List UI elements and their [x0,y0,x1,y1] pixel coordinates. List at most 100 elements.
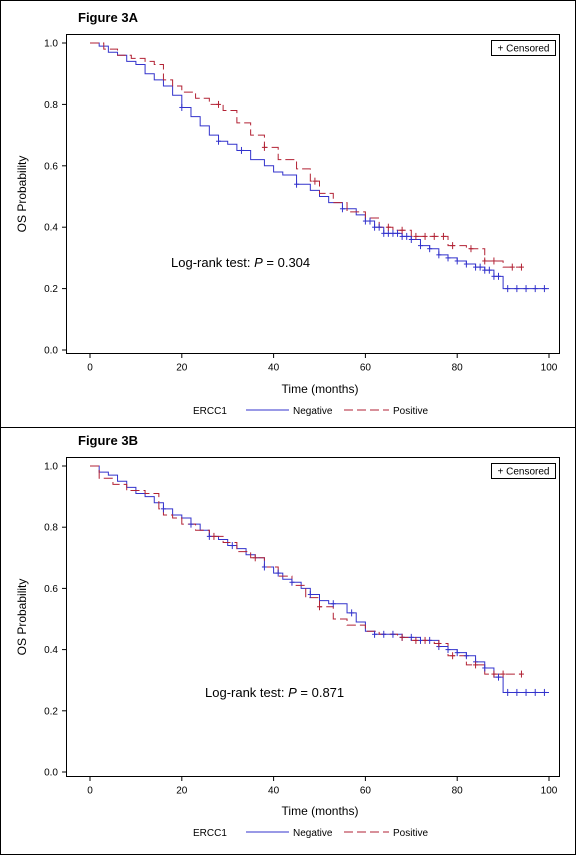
x-tick-label: 20 [176,786,188,797]
censor-mark-negative [532,285,538,293]
x-tick-label: 100 [541,786,558,797]
y-tick-label: 0.4 [44,223,58,234]
censor-mark-negative [505,285,511,293]
censor-mark-negative [505,688,511,696]
y-tick-label: 0.8 [44,523,58,534]
censor-mark-positive [473,661,479,669]
censor-mark-negative [307,591,313,599]
censor-mark-negative [496,272,502,280]
logrank-annotation: Log-rank test: P = 0.871 [205,685,344,700]
y-ticks: 0.0 0.2 0.4 0.6 0.8 1.0 [44,462,67,779]
y-tick-label: 0.2 [44,706,58,717]
censor-mark-negative [179,103,185,111]
panel-title: Figure 3B [78,433,138,448]
censor-mark-positive [312,177,318,185]
x-axis-label: Time (months) [282,382,359,396]
censor-mark-negative [381,229,387,237]
censor-mark-negative [376,223,382,231]
censor-mark-negative [417,636,423,644]
censor-mark-negative [294,180,300,188]
censor-mark-negative [436,251,442,259]
censor-mark-negative [473,263,479,271]
censor-mark-negative [367,217,373,225]
x-tick-label: 40 [268,786,280,797]
y-tick-label: 0.4 [44,645,58,656]
censored-label: + Censored [498,467,550,478]
censor-mark-positive [385,223,391,231]
y-tick-label: 0.8 [44,100,58,111]
censor-mark-negative [445,254,451,262]
y-tick-label: 0.6 [44,161,58,172]
censored-legend-box: + Censored [491,463,556,479]
x-tick-label: 80 [452,786,464,797]
censor-mark-positive [413,232,419,240]
y-tick-label: 0.6 [44,584,58,595]
x-tick-label: 0 [87,363,93,374]
censor-mark-negative [229,542,235,550]
logrank-annotation: Log-rank test: P = 0.304 [171,255,310,270]
censor-mark-negative [206,532,212,540]
censor-mark-negative [372,630,378,638]
y-tick-label: 0.0 [44,346,58,357]
censor-mark-negative [523,688,529,696]
censor-mark-positive [450,652,456,660]
censor-marks [179,100,547,293]
censor-mark-negative [404,232,410,240]
y-axis-label: OS Probability [15,579,29,656]
y-tick-label: 0.0 [44,768,58,779]
censor-mark-negative [541,285,547,293]
censor-mark-negative [454,257,460,265]
legend: ERCC1 Negative Positive [193,406,428,417]
legend-label-negative: Negative [293,828,333,839]
y-tick-label: 1.0 [44,462,58,473]
censor-mark-negative [372,223,378,231]
censor-mark-negative [427,245,433,253]
censor-mark-negative [486,266,492,274]
x-tick-label: 60 [360,363,372,374]
censor-mark-negative [482,266,488,274]
censor-mark-negative [395,229,401,237]
censor-mark-negative [289,578,295,586]
legend-label-positive: Positive [393,406,428,417]
censor-mark-positive [500,670,506,678]
censor-mark-negative [385,229,391,237]
censor-mark-positive [436,639,442,647]
censor-mark-negative [482,664,488,672]
censor-mark-negative [541,688,547,696]
censor-mark-negative [188,520,194,528]
censor-marks [160,505,547,696]
x-ticks: 0 20 40 60 80 100 [87,353,558,374]
censor-mark-positive [399,226,405,234]
y-axis-label: OS Probability [15,156,29,233]
x-tick-label: 0 [87,786,93,797]
plot-area [66,34,560,354]
censor-mark-negative [491,272,497,280]
panel-a: Figure 3A 0.0 0.2 0.4 0.6 0.8 1.0 0 20 40 60 80 10… [15,10,560,417]
censor-mark-positive [399,633,405,641]
panel-b: Figure 3B 0.0 0.2 0.4 0.6 0.8 1.0 0 20 40 60 80 10… [15,433,560,839]
x-tick-label: 60 [360,786,372,797]
legend-group-label: ERCC1 [193,406,227,417]
x-tick-label: 20 [176,363,188,374]
x-tick-label: 80 [452,363,464,374]
censor-mark-positive [431,232,437,240]
censor-mark-positive [216,100,222,108]
legend-label-positive: Positive [393,828,428,839]
censor-mark-positive [518,670,524,678]
censor-mark-positive [422,232,428,240]
plot-area [66,457,560,777]
censor-mark-negative [349,609,355,617]
censor-mark-negative [427,636,433,644]
censor-mark-positive [509,263,515,271]
censor-mark-negative [408,633,414,641]
censor-mark-negative [463,260,469,268]
legend-group-label: ERCC1 [193,828,227,839]
y-tick-label: 0.2 [44,284,58,295]
censor-mark-negative [514,285,520,293]
censor-mark-negative [390,229,396,237]
y-tick-label: 1.0 [44,39,58,50]
censor-mark-positive [440,232,446,240]
censor-mark-negative [445,646,451,654]
